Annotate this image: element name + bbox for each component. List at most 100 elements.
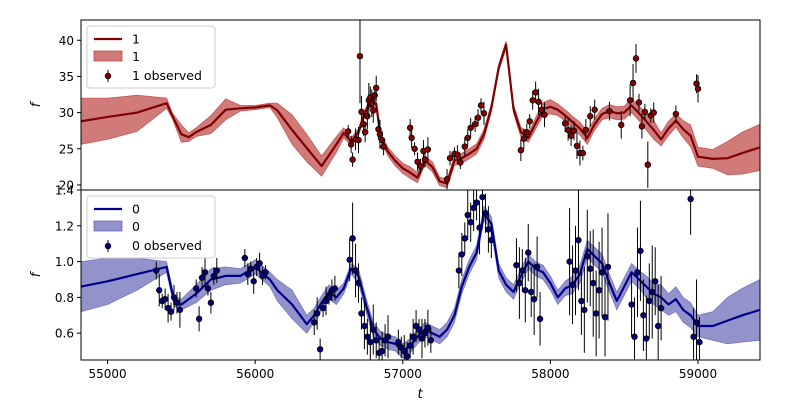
bottom-observed-point bbox=[646, 297, 653, 305]
bottom-observed-point bbox=[572, 267, 579, 274]
bottom-observed-point bbox=[643, 335, 650, 342]
bottom-observed-point bbox=[488, 236, 495, 244]
top-observed-point bbox=[564, 126, 572, 134]
top-y-axis-label: f bbox=[29, 100, 44, 107]
top-observed-point bbox=[694, 85, 702, 92]
bottom-observed-point bbox=[595, 287, 603, 294]
top-observed-point bbox=[638, 123, 646, 130]
top-observed-point bbox=[618, 121, 625, 129]
bottom-x-tick-label: 58000 bbox=[531, 367, 569, 381]
bottom-observed-point bbox=[256, 260, 263, 267]
top-observed-point bbox=[480, 110, 488, 117]
bottom-observed-point bbox=[241, 254, 249, 262]
bottom-axes-frame bbox=[80, 189, 761, 361]
bottom-legend-box bbox=[86, 195, 216, 259]
bottom-observed-point bbox=[161, 295, 169, 303]
bottom-observed-point bbox=[370, 326, 377, 333]
top-observed-point bbox=[582, 126, 590, 134]
top-observed-point bbox=[471, 120, 479, 128]
top-observed-point bbox=[376, 131, 384, 138]
top-observed-point bbox=[526, 118, 533, 125]
bottom-observed-point bbox=[167, 308, 175, 315]
x-axis-label: t bbox=[417, 387, 423, 400]
bottom-observed-point bbox=[479, 193, 486, 201]
bottom-observed-point bbox=[195, 315, 203, 323]
bottom-observed-point bbox=[244, 270, 251, 278]
top-observed-point bbox=[644, 161, 652, 168]
top-legend-label-line: 1 bbox=[132, 32, 140, 47]
bottom-observed-point bbox=[373, 337, 380, 344]
bottom-y-tick-label: 0.6 bbox=[55, 327, 74, 341]
bottom-legend-band-swatch bbox=[93, 220, 123, 232]
bottom-observed-point bbox=[262, 269, 269, 276]
top-observed-point bbox=[520, 135, 528, 142]
top-observed-point bbox=[464, 134, 471, 142]
top-observed-point bbox=[461, 143, 468, 150]
bottom-observed-point bbox=[598, 269, 606, 276]
bottom-observed-point bbox=[654, 322, 662, 330]
bottom-observed-point bbox=[427, 337, 435, 344]
top-observed-point bbox=[347, 141, 355, 148]
top-observed-point bbox=[535, 98, 542, 105]
bottom-observed-point bbox=[522, 287, 529, 294]
bottom-legend-label-line: 0 bbox=[132, 202, 140, 217]
bottom-observed-point bbox=[482, 210, 489, 217]
top-observed-point bbox=[421, 156, 429, 163]
bottom-legend-label-observed: 0 observed bbox=[132, 238, 202, 253]
top-observed-point bbox=[417, 162, 424, 170]
bottom-observed-point bbox=[173, 299, 181, 306]
top-model-line bbox=[81, 43, 760, 185]
bottom-observed-point bbox=[455, 267, 463, 274]
top-legend-label-observed: 1 observed bbox=[132, 68, 202, 83]
bottom-observed-point bbox=[464, 211, 471, 219]
bottom-x-tick-label: 55000 bbox=[88, 367, 126, 381]
bottom-observed-point bbox=[331, 285, 339, 292]
bottom-x-tick-label: 59000 bbox=[679, 367, 717, 381]
bottom-observed-point bbox=[528, 288, 535, 296]
top-legend: 1 1 1 observed bbox=[86, 25, 216, 89]
bottom-observed-point bbox=[525, 249, 532, 256]
bottom-observed-point bbox=[418, 335, 426, 342]
bottom-observed-point bbox=[210, 272, 218, 280]
bottom-observed-point bbox=[364, 333, 371, 340]
top-observed-point bbox=[650, 109, 657, 116]
top-legend-label-band: 1 bbox=[132, 49, 140, 64]
bottom-observed-point bbox=[516, 279, 523, 287]
top-observed-point bbox=[587, 113, 594, 120]
bottom-observed-point bbox=[458, 251, 466, 258]
bottom-observed-point bbox=[176, 306, 184, 314]
top-observed-point bbox=[529, 97, 536, 104]
top-legend-box bbox=[86, 25, 216, 89]
top-y-tick-label: 30 bbox=[59, 106, 74, 120]
bottom-observed-point bbox=[485, 226, 492, 233]
top-observed-point bbox=[454, 151, 461, 158]
top-y-tick-label: 35 bbox=[59, 70, 74, 84]
top-y-tick-label: 20 bbox=[59, 178, 74, 192]
top-observed-point bbox=[579, 149, 587, 157]
bottom-observed-point bbox=[536, 315, 544, 323]
bottom-x-tick-label: 57000 bbox=[384, 367, 422, 381]
bottom-observed-point bbox=[628, 301, 635, 308]
top-observed-point bbox=[629, 79, 637, 87]
top-plot-area bbox=[81, 20, 760, 190]
bottom-observed-point bbox=[569, 281, 576, 289]
top-observed-point bbox=[446, 154, 454, 162]
bottom-observed-point bbox=[687, 195, 694, 203]
top-observed-point bbox=[370, 107, 377, 114]
bottom-legend-label-band: 0 bbox=[132, 219, 140, 234]
bottom-observed-point bbox=[578, 297, 585, 305]
bottom-observed-point bbox=[631, 333, 638, 340]
bottom-y-tick-label: 1.0 bbox=[55, 255, 74, 269]
top-observed-point bbox=[672, 110, 680, 118]
bottom-observed-point bbox=[346, 256, 353, 263]
top-observed-point bbox=[474, 114, 482, 121]
bottom-observed-point bbox=[192, 285, 200, 292]
bottom-observed-point bbox=[156, 287, 163, 294]
bottom-observed-point bbox=[355, 279, 362, 287]
bottom-observed-point bbox=[651, 278, 659, 285]
bottom-observed-point bbox=[325, 294, 333, 301]
bottom-observed-point bbox=[581, 306, 588, 314]
top-observed-point bbox=[591, 106, 598, 113]
bottom-observed-point bbox=[207, 299, 215, 306]
bottom-observed-point bbox=[349, 235, 356, 242]
